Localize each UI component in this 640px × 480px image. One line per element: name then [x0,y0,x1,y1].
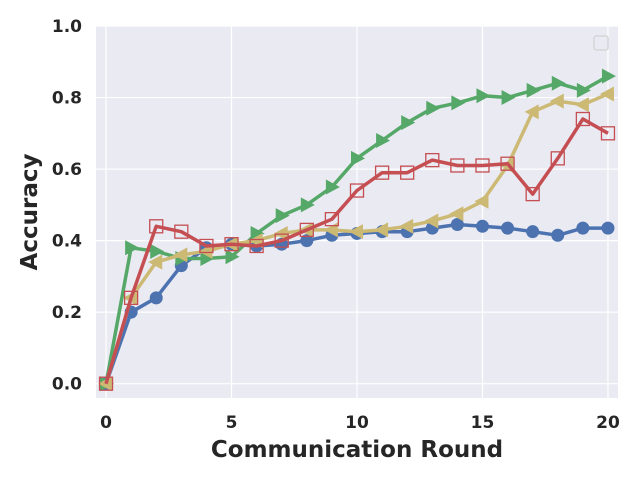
data-point [399,218,414,234]
y-tick-label: 0.4 [52,232,82,252]
data-point [374,165,390,180]
data-point [550,151,565,166]
data-point [474,193,489,209]
data-point [123,290,139,305]
data-point [374,222,389,238]
data-point [576,221,590,235]
series-layer [98,68,616,392]
data-point [450,218,464,232]
data-point [524,104,539,120]
tick-labels: 0 5 10 15 20 0.0 0.2 0.4 0.6 0.8 1.0 [52,17,620,433]
data-point [351,150,365,166]
data-point [575,111,591,127]
data-point [500,156,515,171]
data-point [275,208,290,224]
data-point [549,93,564,109]
data-point [325,179,340,195]
data-point [376,132,391,148]
data-point [501,90,516,106]
data-point [224,237,239,252]
data-point [200,251,215,266]
data-point [526,225,540,239]
data-point [199,238,214,254]
data-point [300,234,314,248]
data-point [173,247,188,263]
data-point [149,291,163,305]
data-point [424,213,439,229]
data-point [273,225,288,241]
series-3-line [104,117,609,385]
series-1 [100,68,616,392]
data-point [149,219,164,234]
data-point [449,206,464,222]
data-point [324,212,340,227]
data-point [249,238,264,254]
y-tick-label: 1.0 [52,17,82,37]
series-3 [98,111,616,391]
x-tick-label: 10 [345,413,369,433]
x-tick-label: 15 [471,413,495,433]
data-point [125,240,140,256]
data-point [525,186,540,202]
data-point [225,249,240,265]
data-point [349,224,363,240]
data-point [150,243,165,259]
y-tick-label: 0.6 [52,160,82,180]
data-point [400,165,415,180]
data-point [299,222,314,238]
x-tick-label: 20 [596,413,620,433]
data-point [551,75,566,91]
data-point [599,86,614,102]
data-point [426,100,441,116]
y-axis-label: Accuracy [17,154,43,271]
y-tick-label: 0.0 [52,375,82,395]
data-point [451,95,466,111]
data-point [576,82,591,98]
data-point [476,88,491,104]
data-point [574,97,589,113]
data-point [601,221,615,235]
data-point [475,158,490,173]
x-tick-label: 0 [100,413,112,433]
y-tick-label: 0.8 [52,89,82,109]
legend-box [593,35,609,51]
data-point [349,183,365,198]
x-tick-label: 5 [226,413,238,433]
data-point [274,233,289,248]
data-point [501,221,515,235]
data-point [198,243,213,259]
data-point [174,224,189,239]
data-point [450,158,465,173]
data-point [401,115,416,131]
data-point [526,82,541,98]
data-point [601,68,616,84]
data-point [250,225,265,241]
data-point [98,376,114,391]
data-point [475,219,489,233]
x-axis-label: Communication Round [211,437,503,463]
grid-lines [96,25,618,398]
data-point [600,126,616,141]
data-point [300,197,315,213]
y-tick-label: 0.2 [52,303,82,323]
data-point [425,152,440,168]
data-point [148,254,163,270]
data-point [551,228,565,242]
